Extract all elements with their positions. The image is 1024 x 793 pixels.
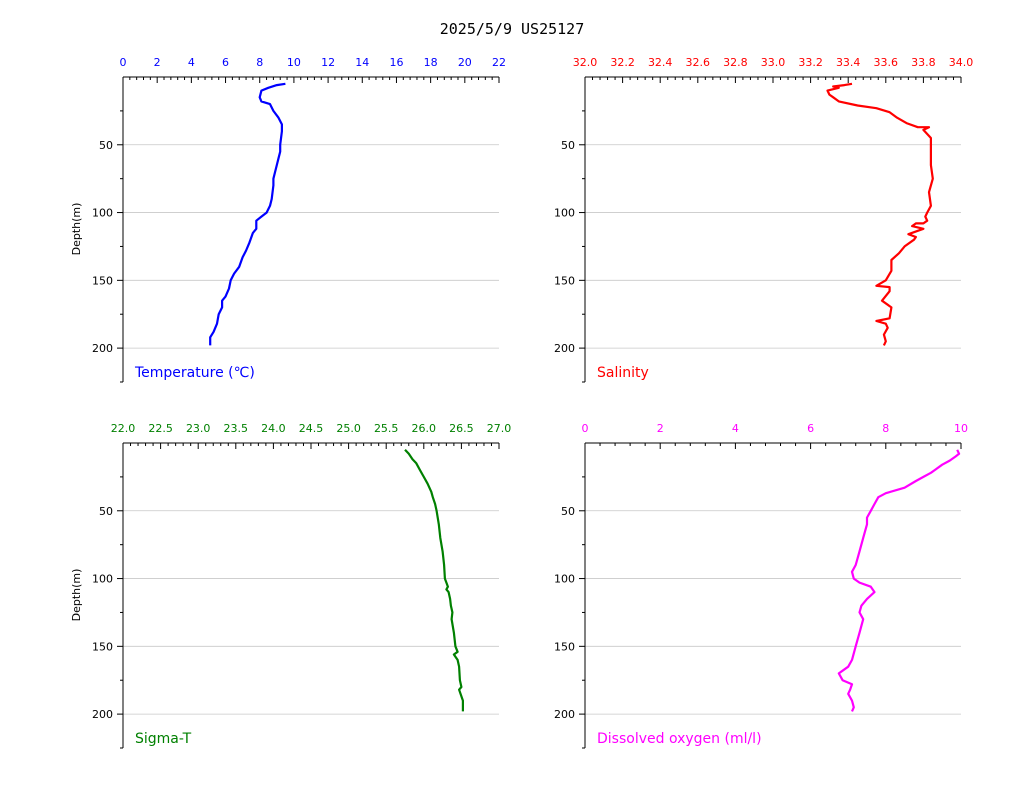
dissolved-oxygen-panel: 0 2 4 6 8 10 50 100 150 200 Dissolved oxygen (ml/l… <box>554 422 968 749</box>
sigma-t-panel: 22.0 22.5 23.0 23.5 24.0 24.5 25.0 25.5 26.0 26.5… <box>70 422 512 749</box>
dissolved-oxygen-x-tick-label-1: 2 <box>657 422 664 435</box>
salinity-profile-line <box>826 82 934 346</box>
dissolved-oxygen-y-tick-label-0: 50 <box>561 505 575 518</box>
sigma-t-x-tick-label-2: 23.0 <box>186 422 211 435</box>
temperature-x-tick-label-8: 16 <box>389 56 403 69</box>
salinity-x-tick-label-6: 33.2 <box>798 56 823 69</box>
temperature-x-tick-label-7: 14 <box>355 56 369 69</box>
temperature-panel-label: Temperature (℃) <box>134 365 255 381</box>
salinity-panel: 32.0 32.2 32.4 32.6 32.8 33.0 33.2 33.4 33.6 33.8… <box>554 56 974 383</box>
sigma-t-y-tick-label-1: 100 <box>92 573 113 586</box>
salinity-x-tick-label-10: 34.0 <box>949 56 974 69</box>
figure-title: 2025/5/9 US25127 <box>439 20 585 38</box>
sigma-t-x-tick-label-1: 22.5 <box>148 422 173 435</box>
temperature-x-tick-label-9: 18 <box>424 56 438 69</box>
dissolved-oxygen-x-tick-label-2: 4 <box>732 422 739 435</box>
dissolved-oxygen-y-tick-label-3: 200 <box>554 708 575 721</box>
temperature-x-tick-label-1: 2 <box>154 56 161 69</box>
salinity-y-tick-label-3: 200 <box>554 342 575 355</box>
sigma-t-x-tick-label-8: 26.0 <box>412 422 437 435</box>
temperature-x-tick-label-3: 6 <box>222 56 229 69</box>
sigma-t-y-tick-label-2: 150 <box>92 640 113 653</box>
sigma-t-y-tick-label-0: 50 <box>99 505 113 518</box>
salinity-x-tick-label-0: 32.0 <box>573 56 598 69</box>
sigma-t-x-tick-label-9: 26.5 <box>449 422 474 435</box>
dissolved-oxygen-x-tick-label-0: 0 <box>582 422 589 435</box>
temperature-y-tick-label-3: 200 <box>92 342 113 355</box>
sigma-t-x-tick-label-3: 23.5 <box>224 422 249 435</box>
temperature-x-tick-label-5: 10 <box>287 56 301 69</box>
dissolved-oxygen-x-tick-label-3: 6 <box>807 422 814 435</box>
dissolved-oxygen-x-tick-label-4: 8 <box>882 422 889 435</box>
salinity-panel-label: Salinity <box>597 365 649 381</box>
dissolved-oxygen-x-tick-label-5: 10 <box>954 422 968 435</box>
salinity-x-tick-label-4: 32.8 <box>723 56 748 69</box>
salinity-x-tick-label-3: 32.6 <box>686 56 711 69</box>
dissolved-oxygen-profile-line <box>837 449 961 712</box>
temperature-y-axis-title: Depth(m) <box>70 203 83 256</box>
temperature-x-tick-label-2: 4 <box>188 56 195 69</box>
salinity-x-tick-label-7: 33.4 <box>836 56 861 69</box>
temperature-x-tick-label-11: 22 <box>492 56 506 69</box>
dissolved-oxygen-y-tick-label-2: 150 <box>554 640 575 653</box>
sigma-t-x-tick-label-0: 22.0 <box>111 422 136 435</box>
sigma-t-x-tick-label-5: 24.5 <box>299 422 324 435</box>
salinity-y-tick-label-2: 150 <box>554 274 575 287</box>
temperature-y-tick-label-1: 100 <box>92 207 113 220</box>
sigma-t-x-tick-label-10: 27.0 <box>487 422 512 435</box>
temperature-x-tick-label-4: 8 <box>256 56 263 69</box>
salinity-y-tick-label-1: 100 <box>554 207 575 220</box>
temperature-y-tick-label-0: 50 <box>99 139 113 152</box>
salinity-x-tick-label-1: 32.2 <box>610 56 635 69</box>
temperature-y-tick-label-2: 150 <box>92 274 113 287</box>
salinity-x-tick-label-8: 33.6 <box>874 56 899 69</box>
temperature-panel: 0 2 4 6 8 10 12 14 16 18 20 22 50 100 150 200 Depth(m) Te… <box>70 56 506 383</box>
dissolved-oxygen-y-tick-label-1: 100 <box>554 573 575 586</box>
dissolved-oxygen-panel-label: Dissolved oxygen (ml/l) <box>597 731 762 747</box>
salinity-x-tick-label-9: 33.8 <box>911 56 936 69</box>
sigma-t-x-tick-label-7: 25.5 <box>374 422 399 435</box>
sigma-t-y-axis-title: Depth(m) <box>70 569 83 622</box>
salinity-x-tick-label-5: 33.0 <box>761 56 786 69</box>
sigma-t-x-tick-label-6: 25.0 <box>336 422 361 435</box>
temperature-x-tick-label-10: 20 <box>458 56 472 69</box>
salinity-y-tick-label-0: 50 <box>561 139 575 152</box>
temperature-profile-line <box>209 82 286 346</box>
sigma-t-profile-line <box>404 449 464 712</box>
temperature-x-tick-label-0: 0 <box>120 56 127 69</box>
sigma-t-y-tick-label-3: 200 <box>92 708 113 721</box>
salinity-x-tick-label-2: 32.4 <box>648 56 673 69</box>
sigma-t-x-tick-label-4: 24.0 <box>261 422 286 435</box>
temperature-x-tick-label-6: 12 <box>321 56 335 69</box>
sigma-t-panel-label: Sigma-T <box>135 731 192 747</box>
